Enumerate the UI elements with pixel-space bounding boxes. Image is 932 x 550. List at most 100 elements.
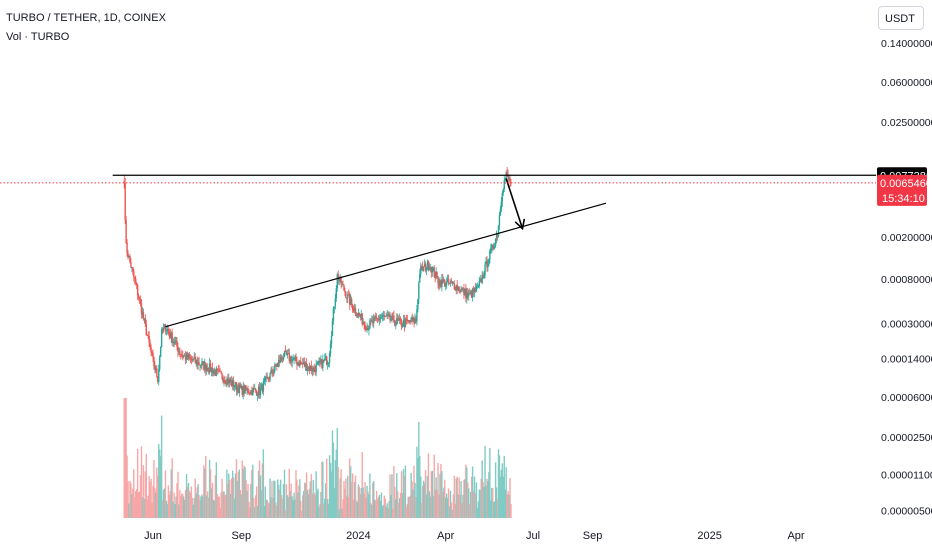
volume-bar [249,507,251,518]
candle-body [231,380,234,386]
volume-bar [452,494,455,518]
volume-bar [386,503,388,518]
candle-body [365,328,367,331]
candle-body [444,280,446,287]
last-price-label: 0.00654603 [880,178,932,190]
candle-body [336,274,338,289]
volume-legend[interactable]: Vol · TURBO [6,31,70,43]
candle-body [147,335,149,337]
candle-body [134,276,136,279]
candle-body [131,267,133,268]
candle-body [430,267,433,273]
candle-body [304,363,307,367]
candle-body [454,288,457,291]
candle-body [470,291,473,298]
candle-body [307,366,310,369]
down-arrow-annotation[interactable] [505,178,526,231]
volume-bar [179,490,181,518]
candle-body [458,287,460,292]
volume-bar [312,480,314,518]
candle-body [492,244,494,249]
candle-body [212,371,215,374]
volume-bar [214,475,217,518]
candle-body [247,388,249,393]
candle-body [138,298,141,300]
candle-body [331,320,334,336]
candle-body [160,329,163,347]
candle-body [356,315,359,317]
volume-bar [395,499,397,518]
candle-body [321,359,323,368]
volume-bar [394,486,396,518]
candle-body [203,361,205,370]
volume-bar [367,491,369,518]
candle-body [392,315,394,317]
trend-line[interactable] [165,202,607,328]
candle-body [412,317,414,321]
volume-bar [353,481,356,518]
candle-body [489,250,491,260]
y-tick-label: 0.00001100 [881,469,932,481]
y-tick-label: 0.00000500 [881,505,932,517]
volume-bar [218,496,220,518]
candle-body [398,318,401,321]
symbol-legend[interactable]: TURBO / TETHER, 1D, COINEX [6,12,166,24]
volume-bar [430,471,433,518]
price-axis[interactable]: 0.14000000 0.06000000 0.02500000 0.00200000… [881,38,932,517]
volume-bar [341,508,343,518]
volume-bar [159,449,161,518]
candle-body [387,314,389,316]
volume-bar [465,464,467,518]
volume-bar [339,478,341,518]
volume-bar [127,481,129,518]
candle-body [384,315,386,317]
candle-body [220,371,222,374]
x-tick-label: 2024 [346,530,370,542]
candle-body [291,359,293,363]
candle-body [172,341,174,343]
candle-body [280,357,283,359]
candle-body [509,177,511,183]
volume-bar [188,490,191,518]
volume-bar [281,499,284,518]
candle-body [205,362,207,371]
candle-body [401,325,404,327]
volume-bar [248,501,250,518]
volume-bar [472,491,475,518]
volume-bar [375,490,378,518]
volume-bar [507,491,509,518]
volume-bar [437,462,439,518]
volume-bar [409,495,411,518]
price-markers: 0.00773863 0.00654603 15:34:10 [877,167,932,206]
y-tick-label: 0.14000000 [881,38,932,50]
candle-body [183,355,186,357]
candle-body [181,354,183,356]
candle-body [287,353,290,355]
currency-button[interactable]: USDT [878,6,924,30]
candle-body [221,373,223,379]
volume-bar [271,481,273,518]
candle-body [435,272,437,278]
volume-bar [246,490,248,518]
candle-body [459,291,461,293]
candle-body [369,320,371,329]
volume-bar [150,478,152,518]
y-tick-label: 0.06000000 [881,77,932,89]
volume-bar [469,503,471,518]
candle-body [252,388,254,396]
volume-bar [145,453,147,518]
volume-bar [471,466,474,518]
candle-body [373,318,375,324]
candle-body [232,380,235,388]
time-axis[interactable]: Jun Sep 2024 Apr Jul Sep 2025 Apr [144,530,805,542]
volume-bar [483,486,485,518]
volume-bar [493,501,496,518]
x-tick-label: Apr [787,530,804,542]
candle-body [409,321,411,323]
candle-body [506,172,508,175]
candle-body [272,373,274,375]
volume-bar [387,508,389,518]
candle-body [324,358,326,361]
candle-body [305,363,308,371]
